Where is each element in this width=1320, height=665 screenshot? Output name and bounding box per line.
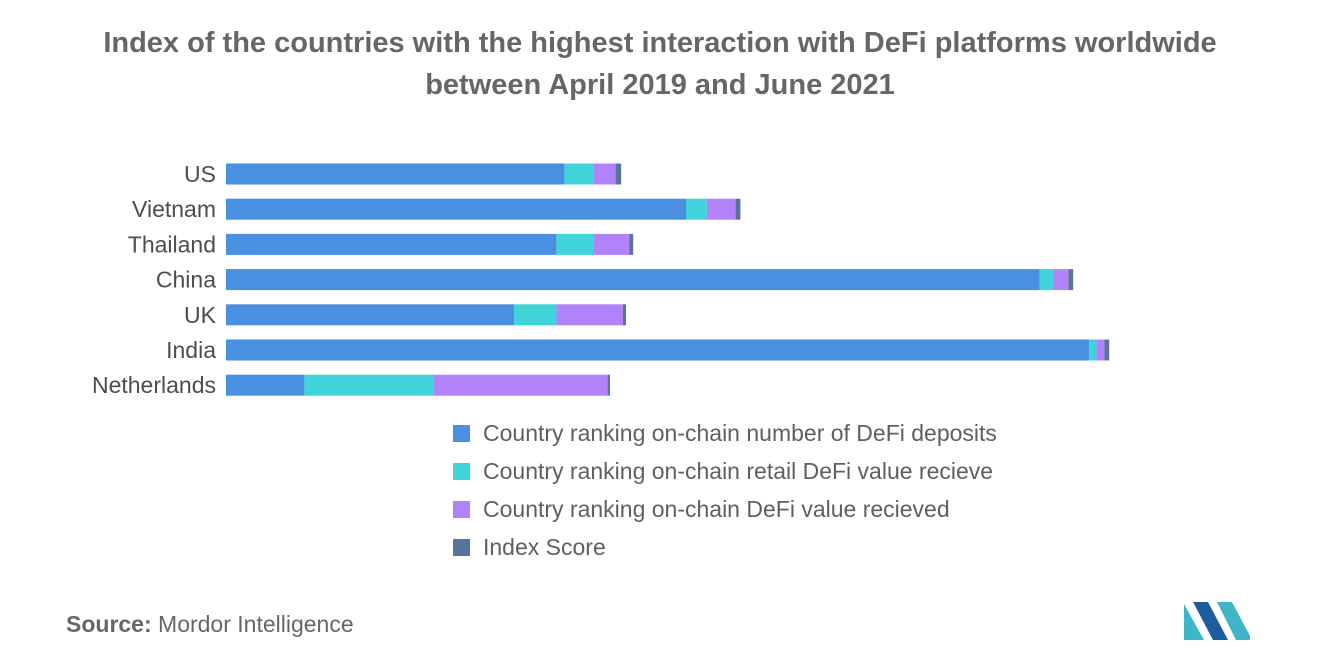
bar-segment-india-series-4 <box>1104 339 1110 361</box>
bar-segment-vietnam-series-1 <box>226 198 686 220</box>
bar-segment-thailand-series-1 <box>226 233 557 255</box>
legend-item-series-4: Index Score <box>453 528 997 566</box>
bar-segment-thailand-series-4 <box>629 233 634 255</box>
y-tick-label-us: US <box>184 161 216 187</box>
bar-segment-india-series-1 <box>226 339 1090 361</box>
y-tick-label-netherlands: Netherlands <box>92 372 216 398</box>
bar-segment-china-series-1 <box>226 269 1040 291</box>
y-tick-label-thailand: Thailand <box>128 231 216 257</box>
y-tick-label-uk: UK <box>184 302 217 328</box>
legend-label: Country ranking on-chain number of DeFi … <box>483 419 997 446</box>
bar-segment-uk-series-3 <box>556 304 623 326</box>
chart-legend: Country ranking on-chain number of DeFi … <box>453 414 997 566</box>
bar-segment-netherlands-series-1 <box>226 374 305 396</box>
chart-title-line-2: between April 2019 and June 2021 <box>425 69 895 101</box>
chart-title-line-1: Index of the countries with the highest … <box>103 27 1217 59</box>
chart-title: Index of the countries with the highest … <box>0 22 1320 106</box>
legend-label: Index Score <box>483 533 606 560</box>
bar-segment-vietnam-series-3 <box>706 198 736 220</box>
bar-segment-vietnam-series-4 <box>735 198 741 220</box>
logo-middle-stroke <box>1193 602 1228 640</box>
y-tick-label-india: India <box>166 337 216 363</box>
bar-segment-vietnam-series-2 <box>686 198 707 220</box>
legend-swatch <box>453 462 470 480</box>
legend-label: Country ranking on-chain retail DeFi val… <box>483 457 994 484</box>
source-note: Source: Mordor Intelligence <box>66 611 354 638</box>
bar-segment-india-series-3 <box>1096 339 1105 361</box>
bar-segment-netherlands-series-4 <box>607 374 610 396</box>
legend-swatch <box>453 424 470 442</box>
y-tick-label-china: China <box>156 267 216 293</box>
bar-segment-us-series-2 <box>564 163 594 185</box>
bar-segment-us-series-4 <box>615 163 622 185</box>
legend-label: Country ranking on-chain DeFi value reci… <box>483 495 950 522</box>
bar-segment-thailand-series-2 <box>556 233 594 255</box>
bar-segment-india-series-2 <box>1089 339 1097 361</box>
stacked-bar-chart: US Vietnam Thailand China UK India Netherlands <box>92 161 1110 398</box>
bar-segment-china-series-4 <box>1068 269 1074 291</box>
bar-segment-us-series-3 <box>593 163 616 185</box>
legend-swatch <box>453 500 470 518</box>
bar-segment-uk-series-1 <box>226 304 514 326</box>
bar-segment-thailand-series-3 <box>593 233 630 255</box>
y-tick-label-vietnam: Vietnam <box>132 196 216 222</box>
bar-segment-china-series-3 <box>1054 269 1069 291</box>
source-text: Mordor Intelligence <box>158 611 354 637</box>
logo-left-stroke <box>1184 604 1204 640</box>
bar-segment-uk-series-4 <box>622 304 626 326</box>
logo-right-stroke <box>1217 602 1250 640</box>
source-label: Source: <box>66 611 152 637</box>
mordor-intelligence-logo <box>1184 602 1250 640</box>
legend-item-series-1: Country ranking on-chain number of DeFi … <box>453 414 997 452</box>
legend-item-series-3: Country ranking on-chain DeFi value reci… <box>453 490 997 528</box>
bar-segment-us-series-1 <box>226 163 565 185</box>
bar-segment-netherlands-series-3 <box>434 374 608 396</box>
bar-segment-netherlands-series-2 <box>304 374 434 396</box>
legend-item-series-2: Country ranking on-chain retail DeFi val… <box>453 452 997 490</box>
bar-segment-china-series-2 <box>1039 269 1054 291</box>
bar-segment-uk-series-2 <box>514 304 557 326</box>
legend-swatch <box>453 538 470 556</box>
